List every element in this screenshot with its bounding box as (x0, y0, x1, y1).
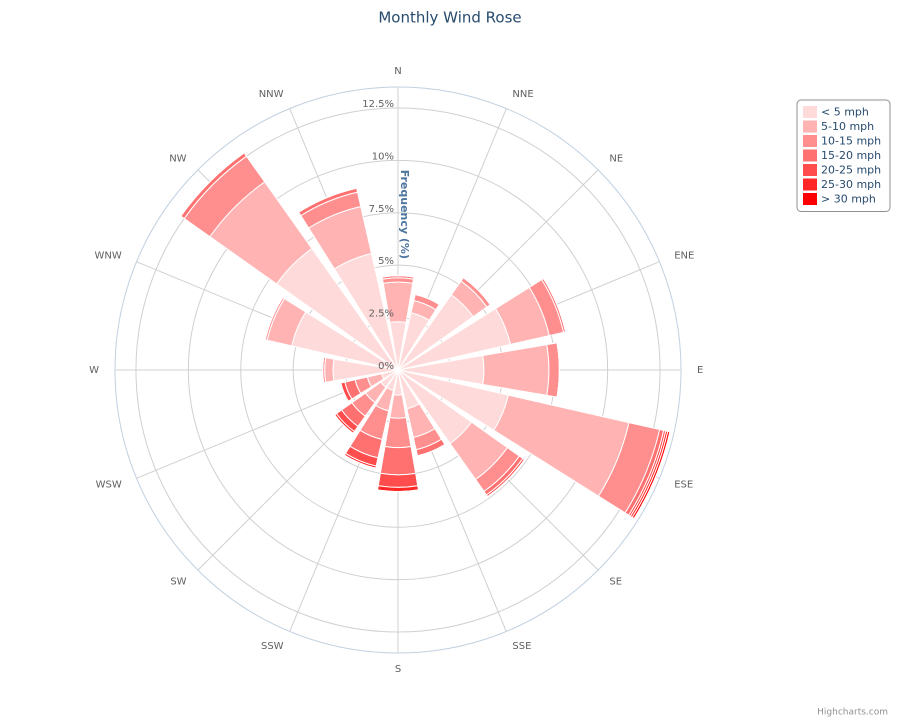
legend-label: 20-25 mph (821, 164, 881, 177)
x-tick-label: WNW (94, 251, 121, 262)
x-tick-label: W (89, 365, 99, 376)
legend-label: < 5 mph (821, 106, 869, 119)
x-tick-label: NE (609, 154, 623, 165)
y-tick-label: 10% (372, 151, 394, 162)
y-tick-label: 7.5% (369, 204, 394, 215)
bar-segment (377, 472, 419, 488)
bar-segment (631, 430, 671, 520)
y-tick-label: 0% (378, 361, 394, 372)
x-tick-label: NNW (259, 89, 284, 100)
x-tick-label: SW (170, 576, 186, 587)
bar-segment (298, 187, 357, 213)
y-tick-label: 12.5% (362, 99, 394, 110)
legend-symbol (803, 178, 817, 191)
bar-segment (487, 459, 525, 497)
legend-symbol (803, 149, 817, 162)
legend-label: 10-15 mph (821, 135, 881, 148)
bar-segment (379, 445, 417, 476)
legend-symbol (803, 120, 817, 133)
legend-box (796, 99, 891, 212)
x-tick-label: S (395, 664, 401, 675)
chart-title: Monthly Wind Rose (378, 9, 521, 27)
bar-segment (463, 277, 491, 305)
legend-symbol (803, 106, 817, 118)
y-tick-label: 2.5% (369, 309, 394, 320)
legend-label: 15-20 mph (821, 149, 881, 162)
legend-label: 25-30 mph (821, 178, 881, 191)
bar-segment (482, 344, 550, 396)
y-tick-label: 5% (378, 256, 394, 267)
bar-segment (546, 342, 560, 398)
credits[interactable]: Highcharts.com (817, 708, 888, 718)
legend-symbol (803, 193, 817, 205)
x-tick-label: ESE (674, 479, 693, 490)
x-tick-label: NW (169, 154, 186, 165)
x-tick-label: SE (609, 576, 622, 587)
x-tick-label: N (394, 66, 401, 77)
bar-segment (180, 152, 245, 217)
x-tick-label: SSE (512, 641, 531, 652)
legend-symbol (803, 135, 817, 147)
bar-segment (384, 416, 412, 449)
legend-label: > 30 mph (821, 193, 876, 206)
x-tick-label: NNE (512, 89, 533, 100)
x-tick-label: SSW (261, 641, 284, 652)
legend-symbol (803, 164, 817, 176)
legend-label: 5-10 mph (821, 120, 874, 133)
x-tick-label: E (697, 365, 703, 376)
bar-segment (389, 394, 407, 419)
bar-segment (324, 357, 335, 383)
y-axis-title: Frequency (%) (398, 170, 411, 259)
bar-segment (417, 444, 446, 457)
bar-segment (556, 342, 560, 398)
x-tick-label: WSW (96, 479, 122, 490)
x-tick-label: ENE (674, 251, 694, 262)
